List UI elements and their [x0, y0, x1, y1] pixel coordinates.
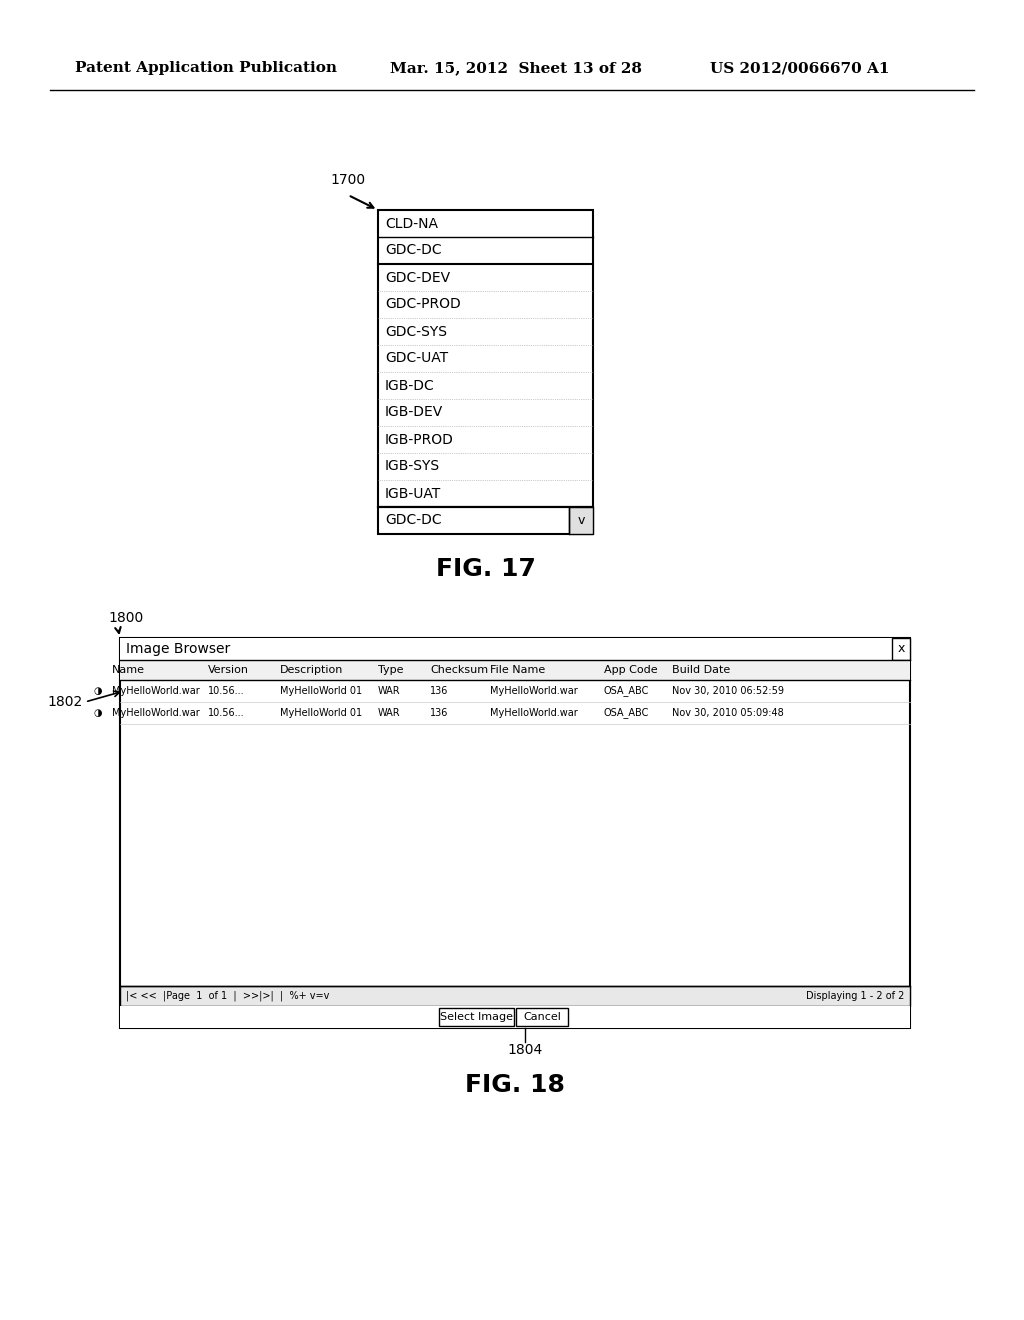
Text: ◑: ◑: [94, 686, 102, 696]
Text: x: x: [897, 643, 904, 656]
Text: IGB-UAT: IGB-UAT: [385, 487, 441, 500]
Text: IGB-SYS: IGB-SYS: [385, 459, 440, 474]
Text: MyHelloWorld 01: MyHelloWorld 01: [280, 686, 362, 696]
Text: App Code: App Code: [604, 665, 657, 675]
Text: Cancel: Cancel: [523, 1012, 561, 1022]
Bar: [569, 507, 593, 535]
Text: MyHelloWorld 01: MyHelloWorld 01: [280, 708, 362, 718]
Text: FIG. 18: FIG. 18: [465, 1073, 565, 1097]
Text: MyHelloWorld.war: MyHelloWorld.war: [112, 686, 200, 696]
Text: Displaying 1 - 2 of 2: Displaying 1 - 2 of 2: [806, 991, 904, 1001]
Text: MyHelloWorld.war: MyHelloWorld.war: [490, 708, 578, 718]
Text: GDC-DC: GDC-DC: [385, 513, 441, 528]
Text: Nov 30, 2010 06:52:59: Nov 30, 2010 06:52:59: [672, 686, 784, 696]
Text: Image Browser: Image Browser: [126, 642, 230, 656]
Text: WAR: WAR: [378, 708, 400, 718]
Text: Checksum: Checksum: [430, 665, 488, 675]
Bar: [120, 638, 910, 660]
Text: v: v: [578, 513, 585, 527]
Text: 1804: 1804: [507, 1043, 543, 1057]
Text: GDC-DC: GDC-DC: [385, 243, 441, 257]
Text: OSA_ABC: OSA_ABC: [604, 708, 649, 718]
Text: 136: 136: [430, 686, 449, 696]
Text: OSA_ABC: OSA_ABC: [604, 685, 649, 697]
Text: ◑: ◑: [94, 708, 102, 718]
Bar: [439, 1008, 514, 1026]
Text: Patent Application Publication: Patent Application Publication: [75, 61, 337, 75]
Text: IGB-PROD: IGB-PROD: [385, 433, 454, 446]
Bar: [120, 638, 910, 1028]
Text: GDC-PROD: GDC-PROD: [385, 297, 461, 312]
Text: IGB-DEV: IGB-DEV: [385, 405, 443, 420]
Bar: [120, 986, 910, 1006]
Text: WAR: WAR: [378, 686, 400, 696]
Text: GDC-SYS: GDC-SYS: [385, 325, 447, 338]
Bar: [892, 638, 910, 660]
Text: MyHelloWorld.war: MyHelloWorld.war: [490, 686, 578, 696]
Text: GDC-DEV: GDC-DEV: [385, 271, 451, 285]
Text: 1700: 1700: [330, 173, 366, 187]
Text: 1802: 1802: [48, 696, 83, 709]
Bar: [516, 1008, 568, 1026]
Text: |< <<  |Page  1  of 1  |  >>|>|  |  %+ v=v: |< << |Page 1 of 1 | >>|>| | %+ v=v: [126, 991, 330, 1002]
Text: Nov 30, 2010 05:09:48: Nov 30, 2010 05:09:48: [672, 708, 783, 718]
Text: 1800: 1800: [108, 611, 143, 624]
Text: CLD-NA: CLD-NA: [385, 216, 438, 231]
Text: 10.56...: 10.56...: [208, 686, 245, 696]
Text: IGB-DC: IGB-DC: [385, 379, 435, 392]
Text: FIG. 17: FIG. 17: [435, 557, 536, 581]
Text: File Name: File Name: [490, 665, 545, 675]
Text: Description: Description: [280, 665, 343, 675]
Text: GDC-UAT: GDC-UAT: [385, 351, 449, 366]
Text: Build Date: Build Date: [672, 665, 730, 675]
Bar: [120, 660, 910, 680]
Text: Mar. 15, 2012  Sheet 13 of 28: Mar. 15, 2012 Sheet 13 of 28: [390, 61, 642, 75]
Text: Type: Type: [378, 665, 403, 675]
Text: MyHelloWorld.war: MyHelloWorld.war: [112, 708, 200, 718]
Text: Version: Version: [208, 665, 249, 675]
Bar: [378, 507, 593, 535]
Bar: [120, 1006, 910, 1028]
Bar: [378, 210, 593, 507]
Text: Select Image: Select Image: [440, 1012, 513, 1022]
Text: 10.56...: 10.56...: [208, 708, 245, 718]
Text: Name: Name: [112, 665, 145, 675]
Text: US 2012/0066670 A1: US 2012/0066670 A1: [710, 61, 890, 75]
Text: 136: 136: [430, 708, 449, 718]
